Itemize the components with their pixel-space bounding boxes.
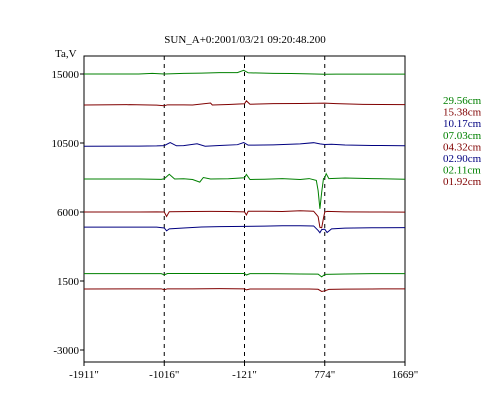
y-tick-label: 6000 [57, 207, 80, 219]
y-tick-label: 10500 [52, 138, 80, 150]
chart-title: SUN_A+0:2001/03/21 09:20:48.200 [164, 34, 326, 46]
reference-lines [163, 56, 326, 362]
x-ticks: -1911" -1016" -121" 774" 1669" [69, 362, 418, 381]
series-line-10.17cm [83, 141, 406, 147]
x-tick-label: -121" [232, 369, 257, 381]
x-tick-label: 774" [314, 369, 335, 381]
legend-entry: 02.90cm [443, 153, 482, 165]
legend-entry: 29.56cm [443, 95, 482, 107]
y-tick-label: -3000 [53, 345, 79, 357]
series-line-07.03cm [84, 172, 406, 209]
legend-entry: 02.11cm [443, 165, 481, 177]
x-tick-label: -1911" [69, 369, 99, 381]
series-line-01.92cm [83, 288, 406, 292]
series-line-02.90cm [84, 225, 406, 234]
legend: 29.56cm15.38cm10.17cm07.03cm04.32cm02.90… [443, 95, 482, 188]
series-group [83, 69, 406, 292]
y-axis-label: Ta,V [55, 48, 77, 60]
y-tick-label: 1500 [57, 276, 80, 288]
y-tick-label: 15000 [52, 69, 80, 81]
legend-entry: 01.92cm [443, 176, 482, 188]
series-line-04.32cm [84, 210, 406, 229]
series-line-29.56cm [84, 69, 405, 75]
legend-entry: 04.32cm [443, 141, 482, 153]
y-ticks: 15000 10500 6000 1500 -3000 [52, 69, 84, 357]
legend-entry: 15.38cm [443, 107, 482, 119]
x-tick-label: -1016" [149, 369, 179, 381]
series-line-02.11cm [84, 272, 405, 278]
series-line-15.38cm [83, 100, 406, 107]
legend-entry: 07.03cm [443, 130, 482, 142]
x-tick-label: 1669" [392, 369, 419, 381]
legend-entry: 10.17cm [443, 118, 482, 130]
